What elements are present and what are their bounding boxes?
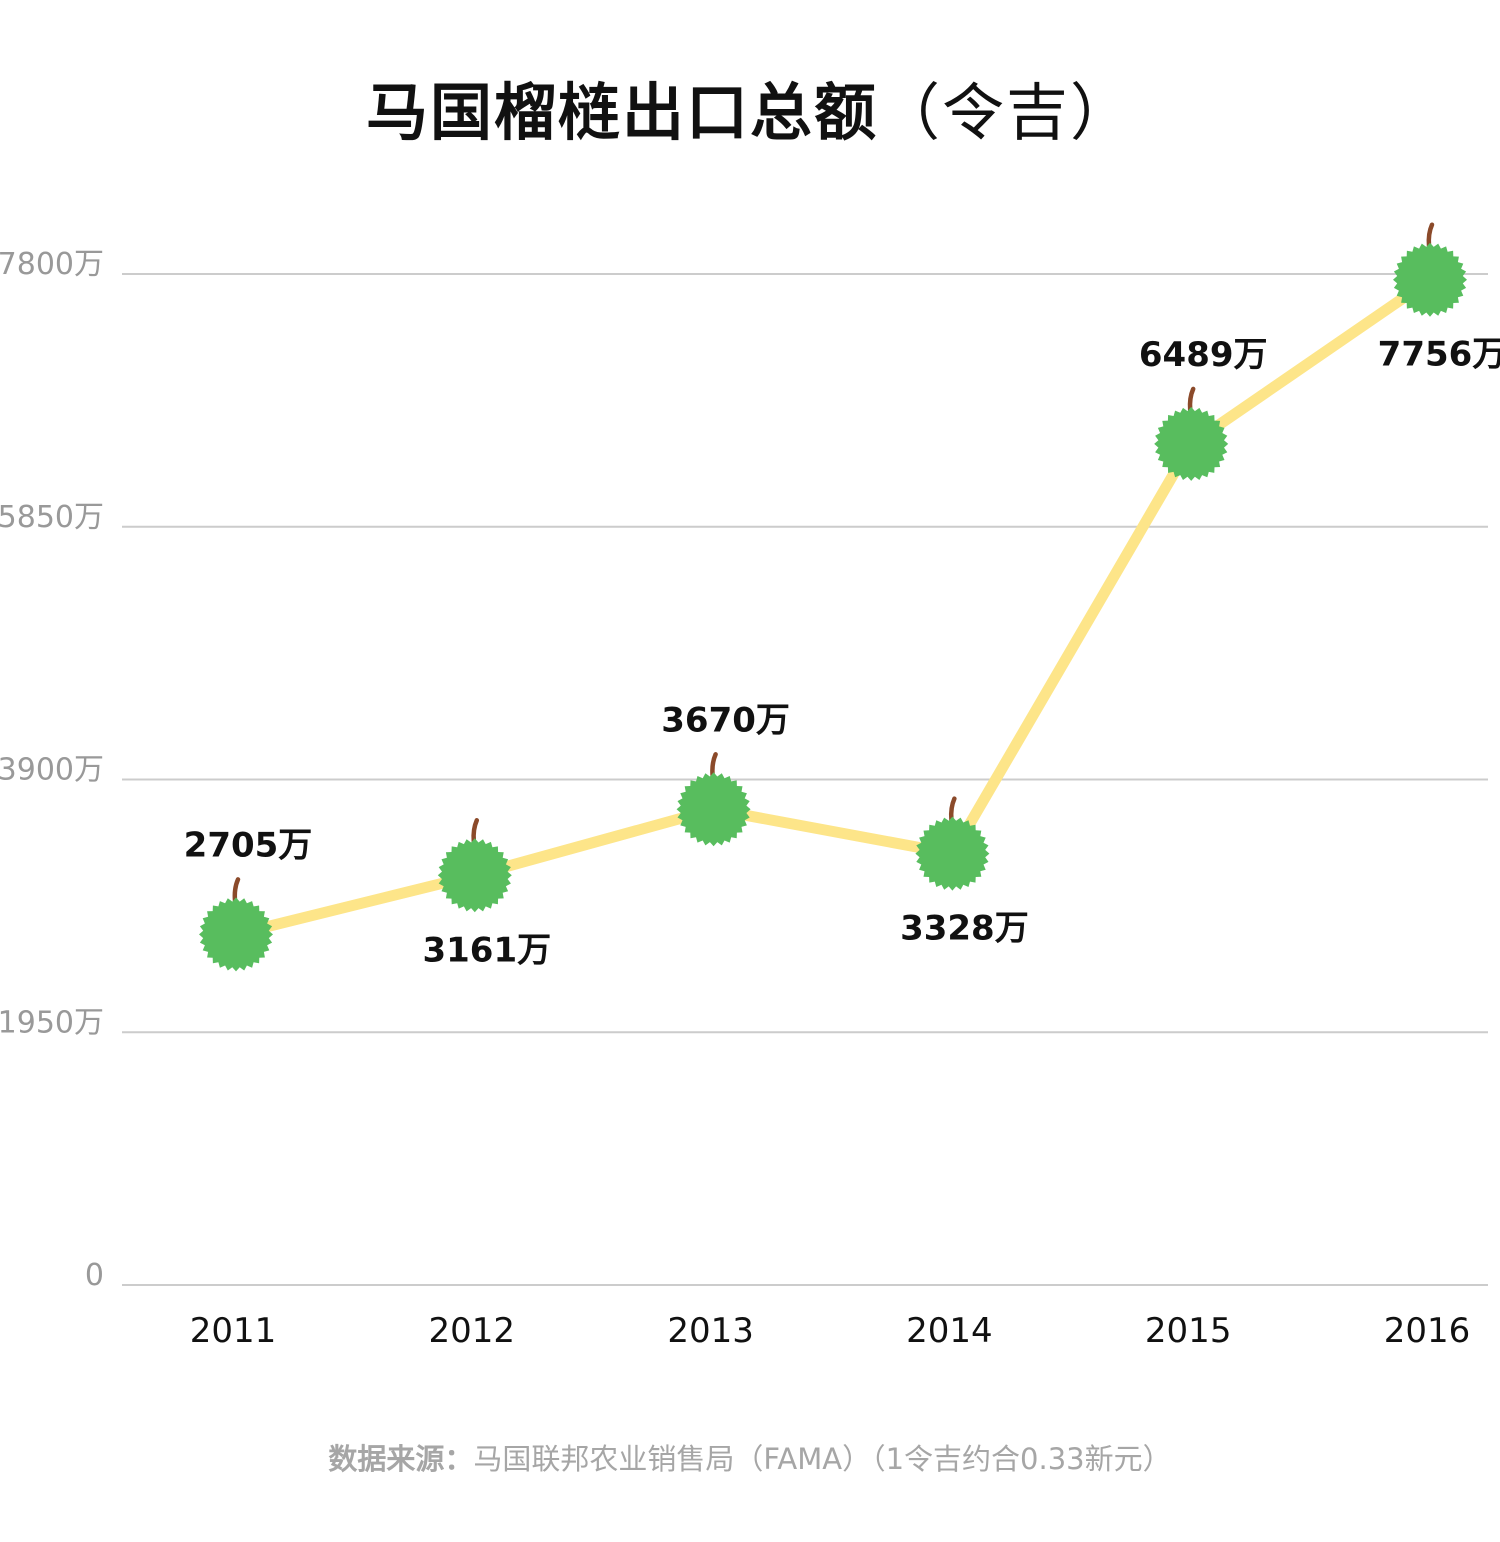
data-label: 7756万 [1378,335,1500,375]
source-note-label: 数据来源： [328,1442,474,1476]
y-tick-label: 5850万 [0,500,104,535]
gridlines [122,273,1488,1286]
chart-title: 马国榴梿出口总额（令吉） [0,62,1500,152]
x-tick-label: 2016 [1384,1311,1471,1351]
durian-icon [676,752,751,847]
data-point-markers [199,222,1467,972]
data-label: 3328万 [900,909,1029,949]
x-tick-label: 2012 [429,1311,516,1351]
x-axis-tick-labels: 2011 2012 2013 2014 2015 2016 [190,1311,1471,1351]
data-label: 6489万 [1139,335,1268,375]
y-tick-label: 7800万 [0,247,104,282]
data-labels: 2705万 3161万 3670万 3328万 6489万 7756万 [184,335,1500,971]
y-tick-label: 1950万 [0,1005,104,1040]
durian-icon [199,877,273,972]
x-tick-label: 2013 [667,1311,754,1351]
x-tick-label: 2014 [906,1311,993,1351]
data-label: 3670万 [661,700,790,740]
series-line [230,274,1436,940]
data-label: 2705万 [184,825,313,865]
chart-title-main: 马国榴梿出口总额 [365,76,878,149]
y-tick-label: 3900万 [0,753,104,788]
y-tick-label: 0 [85,1258,104,1293]
chart-title-unit: （令吉） [878,76,1135,149]
x-tick-label: 2011 [190,1311,277,1351]
source-note: 数据来源：马国联邦农业销售局（FAMA）（1令吉约合0.33新元） [0,1436,1500,1478]
durian-icon [915,796,990,891]
durian-icon [437,818,512,913]
durian-icon [1393,222,1467,317]
y-axis-tick-labels: 0 1950万 3900万 5850万 7800万 [0,247,104,1293]
durian-icon [1154,386,1229,481]
x-tick-label: 2015 [1145,1311,1232,1351]
source-note-text: 马国联邦农业销售局（FAMA）（1令吉约合0.33新元） [473,1442,1172,1476]
data-label: 3161万 [422,930,551,970]
